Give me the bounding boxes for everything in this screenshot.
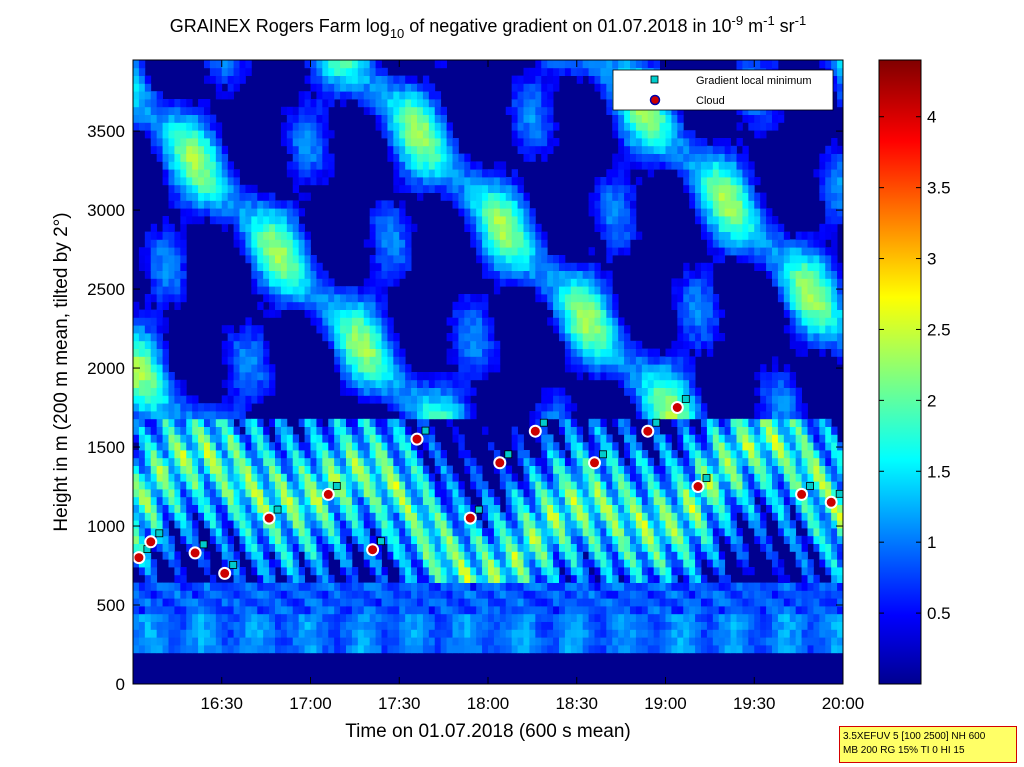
gradient-minimum-marker (377, 537, 386, 546)
heatmap-area (133, 60, 843, 684)
y-tick-label: 3000 (87, 201, 125, 220)
marker-layer (133, 395, 843, 580)
y-tick-label: 1000 (87, 517, 125, 536)
cloud-marker (133, 551, 146, 565)
colorbar-tick-label: 4 (927, 108, 936, 127)
gradient-minimum-marker (229, 561, 238, 569)
gradient-minimum-marker (273, 505, 282, 514)
colorbar-tick-label: 2.5 (927, 320, 951, 339)
x-tick-label: 19:30 (733, 694, 776, 713)
cloud-marker (321, 487, 335, 501)
x-axis: 16:30 17:00 17:30 18:00 18:30 19:00 19:30 20:00 (200, 60, 864, 713)
x-tick-label: 16:30 (200, 694, 243, 713)
cloud-marker (528, 424, 542, 438)
colorbar-tick-label: 1 (927, 533, 936, 552)
gradient-minimum-marker (652, 418, 661, 427)
legend: Gradient local minimum Cloud (612, 69, 834, 111)
cloud-marker (262, 511, 276, 525)
colorbar-tick-label: 3 (927, 250, 936, 269)
cloud-marker (795, 487, 809, 501)
colorbar-tick-label: 3.5 (927, 179, 951, 198)
cloud-marker (366, 543, 380, 557)
cloud-marker (463, 511, 477, 525)
gradient-minimum-marker (539, 418, 548, 427)
gradient-minimum-marker (681, 395, 690, 403)
colorbar (878, 59, 922, 685)
cloud-marker (410, 432, 424, 446)
settings-line-2: MB 200 RG 15% TI 0 HI 15 (843, 745, 965, 756)
cloud-marker (144, 535, 158, 549)
gradient-minimum-marker (421, 426, 430, 435)
x-tick-label: 18:00 (467, 694, 510, 713)
cloud-marker (188, 546, 202, 560)
cloud-marker (493, 456, 507, 470)
colorbar-tick-label: 2 (927, 391, 936, 410)
x-tick-label: 20:00 (822, 694, 865, 713)
gradient-minimum-marker (599, 450, 607, 459)
x-tick-label: 17:00 (289, 694, 332, 713)
y-axis: 0 500 1000 1500 2000 2500 3000 3500 (87, 122, 843, 694)
gradient-minimum-marker (504, 450, 513, 459)
cloud-marker (218, 566, 232, 580)
y-axis-label: Height in m (200 m mean, tilted by 2°) (51, 212, 72, 531)
x-tick-label: 17:30 (378, 694, 421, 713)
cloud-marker (588, 456, 601, 470)
x-axis-label: Time on 01.07.2018 (600 s mean) (345, 721, 631, 742)
cloud-marker (824, 495, 838, 509)
settings-box: 3.5XEFUV 5 [100 2500] NH 600 MB 200 RG 1… (839, 726, 1017, 763)
x-tick-label: 19:00 (644, 694, 687, 713)
y-tick-label: 2000 (87, 359, 125, 378)
y-tick-label: 500 (97, 596, 125, 615)
colorbar-tick-label: 0.5 (927, 604, 951, 623)
y-tick-label: 1500 (87, 438, 125, 457)
legend-label-cloud: Cloud (696, 95, 725, 107)
gradient-minimum-marker (806, 481, 814, 490)
gradient-minimum-marker (332, 481, 341, 490)
gradient-minimum-marker (155, 529, 164, 538)
y-tick-label: 2500 (87, 280, 125, 299)
x-tick-label: 18:30 (555, 694, 598, 713)
legend-marker-gradient (650, 75, 659, 84)
y-tick-label: 3500 (87, 122, 125, 141)
cloud-marker (641, 424, 655, 438)
cloud-marker (691, 480, 705, 493)
chart-title: GRAINEX Rogers Farm log10 of negative gr… (170, 13, 806, 41)
heatmap-cells (133, 60, 843, 654)
gradient-minimum-marker (702, 474, 711, 482)
cloud-marker (670, 401, 684, 414)
settings-line-1: 3.5XEFUV 5 [100 2500] NH 600 (843, 731, 986, 742)
gradient-minimum-marker (474, 505, 483, 514)
colorbar-ticks: 0.5 1 1.5 2 2.5 3 3.5 4 (879, 108, 951, 623)
colorbar-tick-label: 1.5 (927, 462, 951, 481)
legend-marker-cloud (649, 94, 661, 106)
gradient-minimum-marker (199, 540, 208, 549)
legend-box (612, 69, 834, 111)
gradient-minimum-marker (835, 489, 843, 498)
legend-label-gradient: Gradient local minimum (696, 75, 812, 87)
y-tick-label: 0 (116, 675, 125, 694)
